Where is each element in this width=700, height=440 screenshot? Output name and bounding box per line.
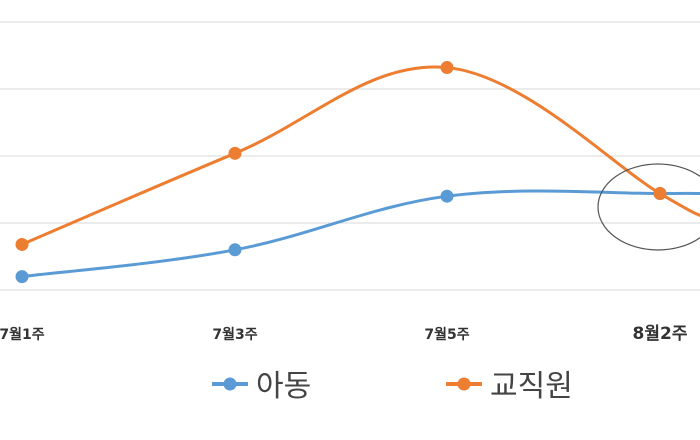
data-point [228,243,242,257]
legend-swatch-marker [223,377,237,391]
highlight-ellipse [597,163,700,251]
series-lines [15,61,700,284]
x-axis-tick-labels: 7월1주 7월3주 7월5주 8월2주 [0,324,688,344]
data-point [440,61,454,75]
legend-label: 아동 [256,369,311,404]
data-point [653,187,667,201]
gridlines [0,21,700,291]
x-tick-label: 8월2주 [633,324,688,344]
data-point [228,146,242,160]
series-staff [15,61,700,251]
x-tick-label: 7월1주 [0,326,45,343]
x-tick-label: 7월5주 [424,326,469,343]
legend-item: 교직원 [446,369,573,404]
data-point [440,189,454,203]
legend-swatch-marker [457,377,471,391]
legend-label: 교직원 [490,369,573,404]
data-point [15,237,29,251]
data-point [15,270,29,284]
annotation-layer [597,163,700,251]
x-tick-label: 7월3주 [212,326,257,343]
legend-item: 아동 [212,369,311,404]
legend: 아동 교직원 [212,369,573,404]
